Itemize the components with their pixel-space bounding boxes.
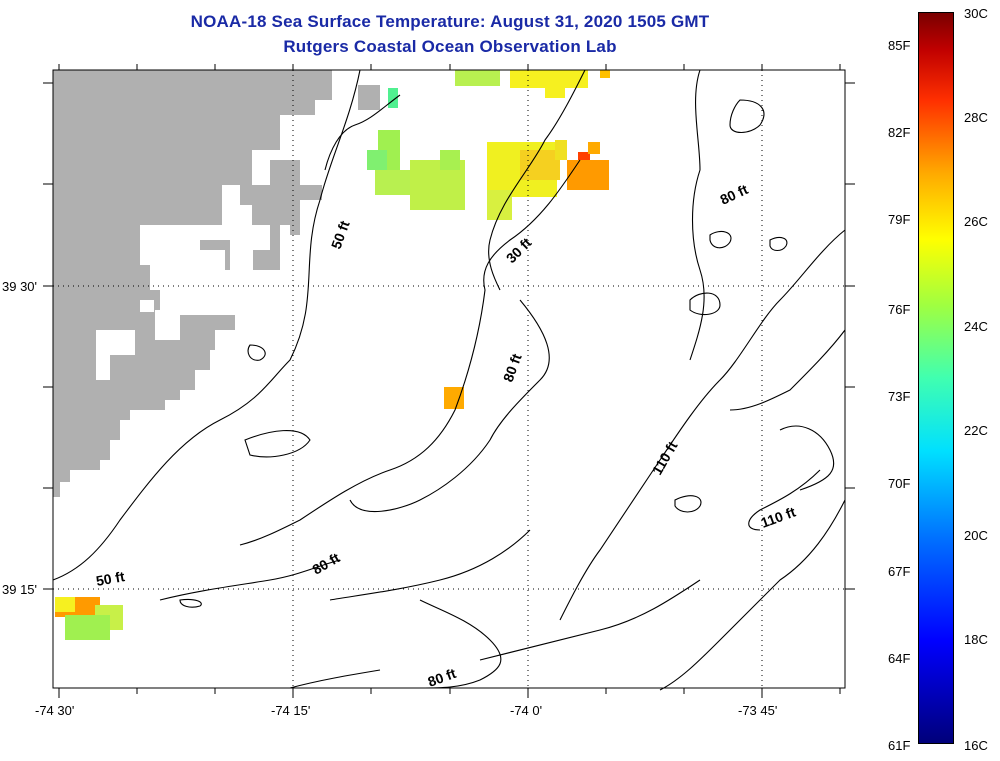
x-tick-label: -73 45': [738, 703, 778, 718]
colorbar-label-c: 16C: [964, 738, 988, 753]
x-tick-label: -74 15': [271, 703, 311, 718]
x-tick-label: -74 0': [510, 703, 543, 718]
map-title: NOAA-18 Sea Surface Temperature: August …: [190, 12, 710, 31]
temperature-colorbar: [918, 12, 954, 744]
colorbar-label-f: 85F: [888, 38, 911, 53]
contour-label: 80 ft: [500, 351, 525, 384]
colorbar-label-c: 22C: [964, 423, 988, 438]
colorbar-label-c: 28C: [964, 110, 988, 125]
colorbar-label-f: 67F: [888, 564, 911, 579]
colorbar-label-c: 26C: [964, 214, 988, 229]
land-mass: [53, 70, 380, 497]
contour-label: 110 ft: [649, 438, 681, 477]
grid-lines: [53, 70, 845, 688]
colorbar-label-f: 82F: [888, 125, 911, 140]
map-subtitle: Rutgers Coastal Ocean Observation Lab: [283, 37, 617, 56]
contour-label: 30 ft: [503, 234, 535, 266]
sst-pixels: [55, 70, 610, 640]
map-frame: [43, 64, 855, 698]
colorbar-label-c: 24C: [964, 319, 988, 334]
land-inlets: [140, 300, 180, 340]
colorbar-label-c: 30C: [964, 6, 988, 21]
colorbar-label-f: 64F: [888, 651, 911, 666]
colorbar-label-f: 73F: [888, 389, 911, 404]
colorbar-label-f: 79F: [888, 212, 911, 227]
colorbar-label-c: 20C: [964, 528, 988, 543]
x-tick-label: -74 30': [35, 703, 75, 718]
contour-label: 80 ft: [310, 549, 343, 577]
contour-label: 50 ft: [328, 218, 353, 251]
contour-label: 80 ft: [718, 181, 751, 208]
contour-label: 50 ft: [95, 568, 126, 589]
colorbar-label-f: 76F: [888, 302, 911, 317]
colorbar-label-f: 61F: [888, 738, 911, 753]
contour-labels: 50 ft 30 ft 80 ft 80 ft 110 ft 110 ft 50…: [95, 181, 798, 690]
colorbar-label-c: 18C: [964, 632, 988, 647]
y-tick-label: 39 15': [2, 582, 38, 597]
y-tick-label: 39 30': [2, 279, 38, 294]
depth-contours: [52, 69, 846, 691]
colorbar-label-f: 70F: [888, 476, 911, 491]
